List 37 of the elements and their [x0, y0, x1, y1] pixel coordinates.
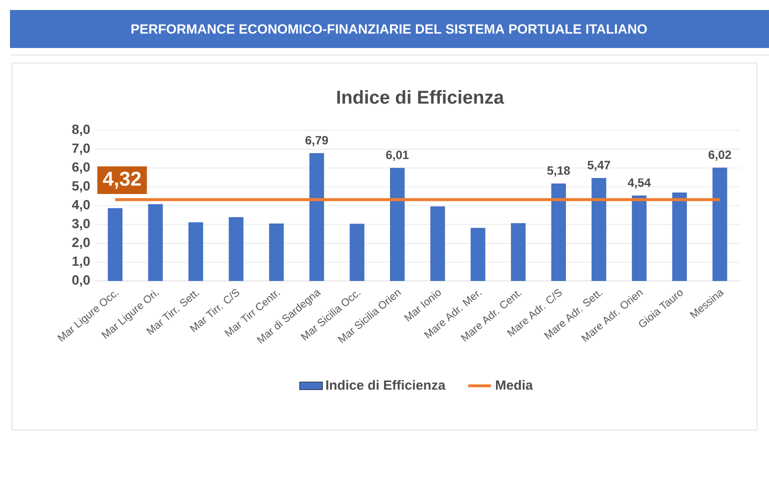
- y-tick-label: 8,0: [72, 124, 90, 136]
- y-tick-label: 7,0: [72, 143, 90, 155]
- y-tick-label: 5,0: [72, 181, 90, 193]
- bar: [470, 228, 486, 281]
- annotation: 4,32: [102, 172, 141, 189]
- bar: [228, 217, 244, 281]
- y-tick-label: 4,0: [72, 200, 90, 212]
- bar: [592, 178, 606, 281]
- bar: [551, 183, 566, 281]
- bar: [108, 208, 122, 281]
- data-label: 5,18: [547, 166, 570, 177]
- legend-label: Media: [496, 380, 533, 390]
- bar: [430, 206, 445, 281]
- bar: [269, 224, 284, 281]
- x-tick-label: Mar Ionio: [404, 290, 441, 322]
- data-label: 6,79: [305, 136, 328, 146]
- data-label: 5,47: [588, 160, 610, 172]
- bar: [510, 223, 526, 281]
- data-label: 4,54: [628, 178, 651, 189]
- y-tick-label: 1,0: [72, 256, 90, 268]
- y-tick-label: 6,0: [72, 162, 90, 174]
- chart-title: PERFORMANCE ECONOMICO-FINANZIARIE DEL SISTEMA PORTUALE ITALIANO: [132, 24, 647, 34]
- bar: [188, 222, 204, 281]
- bar: [350, 224, 364, 281]
- bar: [632, 195, 647, 281]
- bar: [148, 204, 163, 281]
- bar: [712, 168, 728, 281]
- y-tick-label: 2,0: [72, 238, 90, 250]
- bar: [672, 192, 687, 281]
- data-label: 6,01: [386, 150, 409, 161]
- chart-subtitle: Indice di Efficienza: [337, 90, 504, 104]
- legend-label: Indice di Efficienza: [326, 380, 446, 390]
- y-tick-label: 3,0: [72, 218, 90, 230]
- bar: [390, 168, 405, 281]
- y-tick-label: 0,0: [72, 275, 90, 287]
- bar: [309, 153, 324, 281]
- data-label: 6,02: [708, 150, 732, 161]
